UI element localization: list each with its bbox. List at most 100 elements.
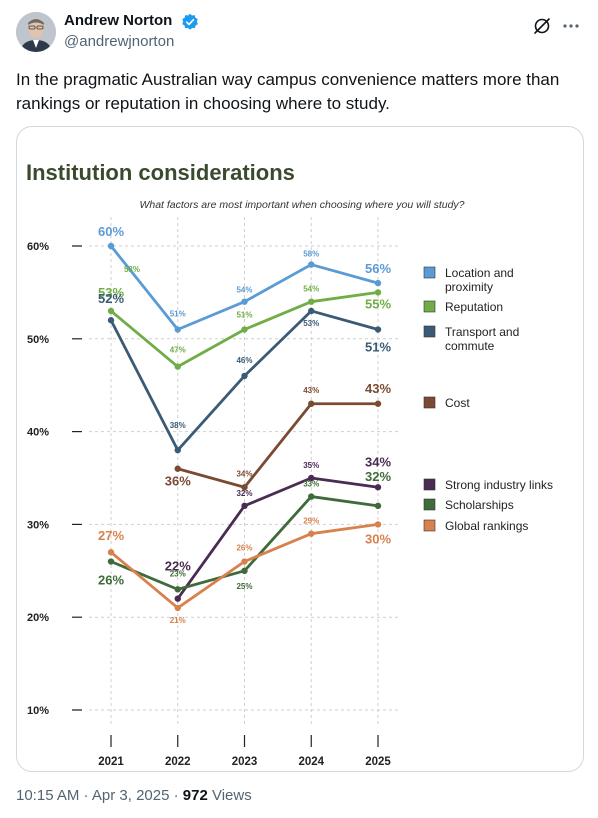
series-line [176,476,379,600]
data-point [374,400,382,407]
data-point [241,484,248,491]
data-label: 43% [303,386,319,395]
data-point [374,326,382,333]
data-point [374,279,382,287]
line-chart: Institution considerations What factors … [26,160,553,768]
data-point [174,604,181,612]
data-label: 56% [365,261,391,276]
data-point [107,242,115,250]
data-point [241,502,248,510]
data-label: 58% [303,250,319,259]
x-tick-label: 2024 [298,756,324,768]
legend-swatch [423,478,436,491]
legend-label: Scholarships [445,498,514,512]
y-tick-label: 60% [27,241,49,253]
data-point [308,298,315,305]
data-label: 21% [170,616,186,625]
y-tick-label: 30% [27,519,49,531]
data-point [107,558,115,565]
legend-label: Location and proximity [445,266,514,294]
data-label: 46% [236,356,252,365]
data-label: 53% [303,319,319,328]
data-point [241,372,248,380]
data-label: 47% [170,346,186,355]
data-point [308,474,315,482]
data-point [174,586,181,593]
data-label: 51% [365,340,391,355]
y-tick-label: 20% [27,612,49,624]
avatar[interactable] [16,12,56,52]
data-label: 32% [236,489,252,498]
x-tick-label: 2023 [232,756,258,768]
data-label: 53% [98,285,124,300]
timestamp[interactable]: 10:15 AM · Apr 3, 2025 [16,787,170,804]
legend-swatch [423,498,436,511]
series-line [177,402,378,489]
author-name[interactable]: Andrew Norton [64,12,173,29]
data-point [241,326,248,333]
x-tick-label: 2022 [165,756,191,768]
legend-label: Global rankings [445,519,528,533]
data-point [374,289,382,296]
y-tick-label: 10% [27,705,49,717]
data-point [241,567,248,574]
x-tick-label: 2025 [365,756,391,768]
data-label: 54% [303,285,319,294]
author-handle[interactable]: @andrewjnorton [64,33,175,50]
data-label: 35% [303,461,319,470]
legend-swatch [423,519,436,532]
data-point [107,317,115,324]
data-point [174,595,181,602]
legend-label: Reputation [445,300,503,314]
legend-swatch [423,396,436,409]
data-label: 23% [170,569,186,578]
data-label: 43% [365,381,391,396]
data-label: 36% [165,474,191,489]
data-label: 60% [98,224,124,239]
data-point [374,521,382,528]
data-point [308,261,315,268]
data-label: 38% [170,421,186,430]
data-label: 54% [236,286,252,295]
data-point [374,502,382,510]
tweet-media[interactable]: Institution considerations What factors … [16,126,584,772]
avatar-image [16,12,56,52]
data-point [308,307,315,315]
data-point [308,530,315,537]
data-point [308,493,315,500]
data-label: 27% [98,528,124,543]
data-point [174,465,181,472]
data-point [107,549,115,556]
tweet-meta: 10:15 AM · Apr 3, 2025 · 972 Views [16,787,252,804]
data-point [107,307,115,315]
views-count: 972 [182,787,208,804]
data-point [308,400,315,407]
data-label: 34% [365,454,391,469]
data-point [174,446,181,454]
data-label: 29% [303,517,319,526]
x-tick-label: 2021 [98,756,124,768]
data-label: 55% [365,296,391,311]
verified-badge-icon [182,13,198,30]
data-label: 33% [303,480,319,489]
data-label: 52% [98,291,124,306]
legend-swatch [423,300,436,313]
data-label: 51% [170,310,186,319]
data-label: 22% [165,559,191,574]
legend-label: Strong industry links [445,478,553,492]
legend-label: Transport and commute [445,325,519,353]
data-label: 32% [365,469,391,484]
chart-title: Institution considerations [26,160,295,185]
legend-swatch [423,325,436,338]
more-icon[interactable] [561,16,581,36]
legend-label: Cost [445,396,470,410]
y-tick-label: 40% [27,427,49,439]
data-point [241,558,248,565]
data-label: 26% [98,573,124,588]
data-point [174,363,181,370]
data-label: 25% [236,582,252,591]
data-label: 34% [236,469,252,478]
grok-icon[interactable] [532,16,552,36]
data-point [241,298,248,305]
views-label: Views [207,787,252,804]
